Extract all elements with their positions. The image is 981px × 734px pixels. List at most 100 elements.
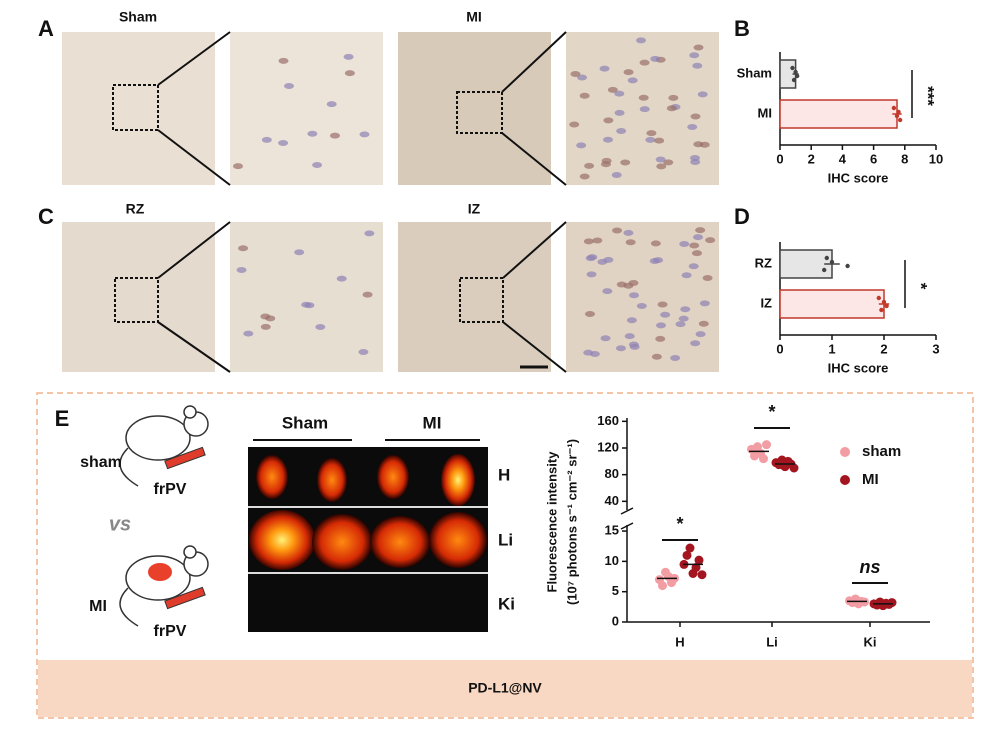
nucleus	[695, 331, 706, 338]
nucleus	[688, 263, 699, 270]
nucleus	[660, 311, 671, 318]
significance-label: *	[676, 514, 683, 534]
micrograph-zoom	[230, 32, 383, 185]
data-point	[879, 307, 884, 313]
data-point	[793, 69, 798, 75]
nucleus	[681, 272, 692, 279]
nucleus	[312, 161, 323, 168]
data-point	[822, 267, 827, 273]
nucleus	[336, 275, 347, 282]
footer: PD-L1@NV	[468, 680, 542, 696]
nucleus	[663, 159, 674, 166]
nucleus	[636, 303, 647, 310]
y-tick-label: 40	[605, 493, 619, 508]
group-header: Sham	[282, 413, 328, 432]
nucleus	[261, 136, 272, 143]
nucleus	[586, 271, 597, 278]
nucleus	[692, 250, 703, 257]
data-point	[876, 295, 881, 301]
organ-signals	[249, 454, 487, 570]
nucleus	[699, 300, 710, 307]
panel-label: D	[734, 204, 750, 229]
nucleus	[675, 321, 686, 328]
mouse-icon	[119, 545, 209, 627]
nucleus	[680, 306, 691, 313]
nucleus	[603, 136, 614, 143]
injection-label: frPV	[154, 623, 187, 640]
nucleus	[654, 137, 665, 144]
axis-break	[620, 507, 634, 515]
axis-break	[620, 522, 634, 530]
nucleus	[304, 302, 315, 309]
y-tick-label: 10	[605, 553, 619, 568]
zoom-line	[157, 31, 231, 86]
nucleus	[702, 274, 713, 281]
nucleus	[624, 333, 635, 340]
nucleus	[569, 121, 580, 128]
significance-label: ns	[859, 557, 880, 577]
nucleus	[579, 92, 590, 99]
nucleus	[655, 335, 666, 342]
zoom-line	[157, 221, 231, 279]
nucleus	[599, 65, 610, 72]
nucleus	[576, 142, 587, 149]
panel-label: C	[38, 204, 54, 229]
category-label: IZ	[760, 295, 772, 310]
nucleus	[639, 59, 650, 66]
nucleus	[238, 245, 249, 252]
nucleus	[692, 62, 703, 69]
y-tick-label: 160	[597, 413, 619, 428]
organ-label: Li	[498, 530, 513, 549]
nucleus	[638, 94, 649, 101]
nucleus	[639, 106, 650, 113]
data-point	[896, 109, 901, 115]
nucleus	[358, 348, 369, 355]
nucleus	[705, 237, 716, 244]
legend-label: sham	[862, 443, 901, 460]
nucleus	[615, 345, 626, 352]
nucleus	[689, 242, 700, 249]
nucleus	[626, 317, 637, 324]
zoom-box	[459, 277, 504, 323]
nucleus	[583, 238, 594, 245]
nucleus	[645, 136, 656, 143]
y-tick-label: 120	[597, 439, 619, 454]
nucleus	[690, 340, 701, 347]
x-tick-label: 8	[901, 151, 908, 166]
nucleus	[585, 310, 596, 317]
x-tick-label: 1	[828, 341, 835, 356]
x-axis-label: IHC score	[828, 360, 889, 375]
x-tick-label: 3	[932, 341, 939, 356]
syringe	[164, 586, 206, 610]
y-tick-label: 5	[612, 583, 619, 598]
nucleus	[653, 257, 664, 264]
syringe	[164, 446, 206, 470]
x-tick-label: 6	[870, 151, 877, 166]
data-point	[824, 255, 829, 261]
nucleus	[650, 55, 661, 62]
nucleus	[629, 343, 640, 350]
nucleus	[670, 354, 681, 361]
x-tick-label: 2	[880, 341, 887, 356]
zoom-line	[501, 31, 567, 93]
nucleus	[326, 101, 337, 108]
data-point	[658, 581, 667, 591]
x-tick-label: 2	[808, 151, 815, 166]
data-point	[694, 555, 704, 565]
data-point	[791, 77, 797, 83]
x-tick-label: 10	[929, 151, 943, 166]
nucleus	[689, 155, 700, 162]
nucleus	[693, 234, 704, 241]
data-point	[891, 105, 897, 111]
y-axis-label: Fluorescence intensity	[544, 451, 559, 593]
data-point	[790, 65, 795, 71]
data-point	[794, 73, 800, 79]
group-header: MI	[423, 413, 442, 432]
nucleus	[601, 157, 612, 164]
panel-label: E	[55, 406, 70, 431]
nucleus	[570, 71, 581, 78]
nucleus	[678, 315, 689, 322]
nucleus	[616, 281, 627, 288]
mouse-icon	[119, 405, 209, 487]
nucleus	[362, 291, 373, 298]
